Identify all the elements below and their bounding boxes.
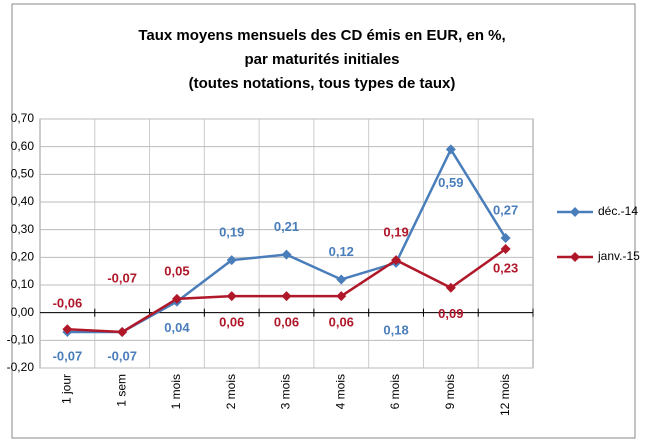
- y-tick-label: 0,60: [11, 139, 35, 153]
- y-tick-label: 0,40: [11, 194, 35, 208]
- value-label: 0,12: [329, 244, 354, 259]
- value-label: 0,06: [219, 315, 244, 330]
- y-tick-label: 0,30: [11, 222, 35, 236]
- marker: [336, 274, 347, 285]
- x-tick-label: 1 jour: [60, 374, 74, 404]
- legend-marker: [570, 207, 580, 217]
- value-label: 0,19: [219, 225, 244, 240]
- x-tick-label: 12 mois: [498, 374, 512, 416]
- value-label: 0,21: [274, 219, 299, 234]
- x-tick-label: 6 mois: [388, 374, 402, 409]
- value-label: -0,07: [107, 348, 137, 363]
- y-tick-label: 0,20: [11, 250, 35, 264]
- marker: [226, 291, 237, 302]
- value-label: -0,06: [53, 296, 83, 311]
- marker: [171, 293, 182, 304]
- chart-title: Taux moyens mensuels des CD émis en EUR,…: [138, 27, 505, 44]
- marker: [500, 232, 511, 243]
- value-label: 0,19: [383, 225, 408, 240]
- value-label: 0,06: [274, 315, 299, 330]
- y-tick-label: -0,10: [7, 333, 35, 347]
- value-label: 0,18: [383, 322, 408, 337]
- y-tick-label: 0,00: [11, 305, 35, 319]
- marker: [500, 244, 511, 255]
- marker: [226, 255, 237, 266]
- y-tick-label: 0,10: [11, 277, 35, 291]
- marker: [445, 282, 456, 293]
- value-label: 0,23: [493, 260, 518, 275]
- x-tick-label: 1 mois: [169, 374, 183, 409]
- legend-marker: [570, 252, 580, 262]
- x-tick-label: 4 mois: [333, 374, 347, 409]
- value-label: -0,07: [107, 270, 137, 285]
- legend-label: déc.-14: [598, 204, 638, 218]
- marker: [281, 291, 292, 302]
- marker: [391, 255, 402, 266]
- x-tick-label: 1 sem: [114, 374, 128, 407]
- value-label: -0,07: [53, 348, 83, 363]
- marker: [117, 327, 128, 338]
- value-label: 0,05: [164, 263, 189, 278]
- marker: [62, 324, 73, 335]
- chart-title: (toutes notations, tous types de taux): [189, 75, 456, 92]
- legend-label: janv.-15: [597, 249, 640, 263]
- y-tick-label: 0,70: [11, 111, 35, 125]
- x-tick-label: 3 mois: [279, 374, 293, 409]
- value-label: 0,09: [438, 306, 463, 321]
- chart-title: par maturités initiales: [244, 51, 399, 68]
- value-label: 0,04: [164, 320, 190, 335]
- value-label: 0,27: [493, 202, 518, 217]
- value-label: 0,59: [438, 175, 463, 190]
- marker: [281, 249, 292, 260]
- x-tick-label: 2 mois: [224, 374, 238, 409]
- x-tick-label: 9 mois: [443, 374, 457, 409]
- marker: [445, 144, 456, 155]
- value-label: 0,06: [329, 315, 354, 330]
- marker: [336, 291, 347, 302]
- chart-frame: [11, 3, 636, 439]
- y-tick-label: -0,20: [7, 360, 35, 374]
- y-tick-label: 0,50: [11, 167, 35, 181]
